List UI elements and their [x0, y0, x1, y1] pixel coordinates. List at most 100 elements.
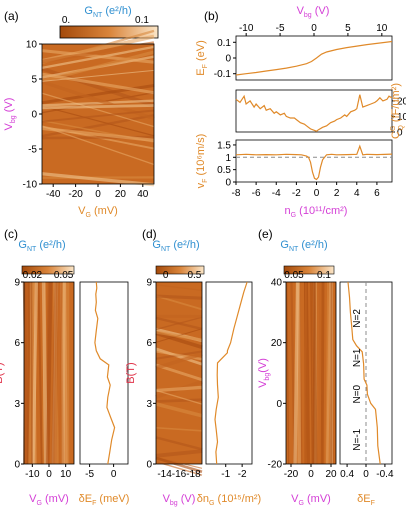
- panel-e: (e) GNT (e²/h) 0.05 0.1 -20 0 20 40 Vbg(V) -20 0 20…: [257, 227, 394, 507]
- subplot-frame-b0: [235, 35, 393, 81]
- y-tick-label-a: 10: [26, 40, 38, 51]
- colorbar-c: [21, 265, 75, 275]
- heatmap-c-stripe: [27, 281, 31, 465]
- y-tick-label-a: -5: [28, 145, 37, 156]
- heatmap-c-stripe: [31, 281, 39, 465]
- heatmap-d-stripe: [155, 385, 203, 393]
- y-tick-label-d: 9: [146, 278, 152, 289]
- heatmap-d-stripe: [155, 436, 203, 451]
- heatmap-c-stripe: [59, 281, 64, 465]
- y-label-b1: CGQ (fF/um²): [390, 83, 405, 139]
- heatmap-d-stripe: [155, 456, 203, 474]
- y-tick-label-c: 0: [14, 460, 20, 471]
- colorbar-a-label: GNT (e²/h): [84, 5, 131, 19]
- heatmap-d-stripe: [155, 398, 203, 403]
- colorbar-tick-e: 0.1: [317, 270, 331, 281]
- y-tick-label-b: 0: [225, 178, 231, 189]
- heatmap-c-stripe: [51, 281, 58, 465]
- side-x-label-e: δEF: [357, 493, 375, 507]
- side-tick-label-c: -5: [85, 469, 94, 480]
- heatmap-d-stripe: [155, 402, 203, 418]
- heatmap-e-stripe: [310, 281, 314, 465]
- side-tick-label-e: 0.4: [340, 469, 354, 480]
- y-tick-label-d: 3: [146, 399, 152, 410]
- y-tick-label-b: 0: [397, 128, 403, 139]
- panel-d: (d)GNT (e²/h) 0 0.5 0 3 6 9 B(T) -14-16-18 Vbg (V…: [125, 227, 261, 507]
- annotation-e: N=0: [352, 384, 363, 403]
- y-tick-label-a: 5: [31, 75, 37, 86]
- colorbar-label-c: GNT (e²/h): [18, 239, 65, 253]
- panel-label-c: (c): [4, 227, 18, 241]
- x-tick-label-b: -8: [232, 188, 241, 199]
- colorbar-label-e: GNT (e²/h): [280, 239, 327, 253]
- x-tick-label-a: -40: [46, 189, 61, 200]
- annotation-e: N=1: [352, 348, 363, 367]
- heatmap-e-stripe: [325, 281, 329, 465]
- y-tick-label-b: 1.5: [217, 140, 231, 151]
- y-label-b2: vF (10⁶m/s): [195, 134, 209, 189]
- panel-a: (a) GNT (e²/h) 0. 0.1 -40 -20 0 20 40 -10 -5 0 5 10 VG…: [3, 5, 159, 219]
- side-tick-label-d: -1: [221, 469, 230, 480]
- y-label-b0: EF (eV): [195, 40, 209, 75]
- y-tick-label-a: -10: [23, 180, 38, 191]
- y-tick-label-b: 1: [225, 153, 231, 164]
- panel-label-d: (d): [142, 227, 157, 241]
- heatmap-d-stripe: [155, 295, 203, 311]
- y-tick-label-c: 6: [14, 338, 20, 349]
- side-tick-label-c: 0: [111, 469, 117, 480]
- panel-b: (b) Vbg (V)-10 -5 0 5 10-0.100.1EF (eV)01020C…: [195, 5, 406, 219]
- annotation-e: N=-1: [352, 428, 363, 450]
- heatmap-d-stripe: [155, 294, 203, 300]
- heatmap-a-stripe: [41, 92, 155, 128]
- y-tick-label-a: 0: [31, 110, 37, 121]
- x-tick-label-b: -2: [292, 188, 301, 199]
- x-tick-label-d: -14-16-18: [157, 469, 201, 480]
- series-line-b2: [235, 144, 393, 181]
- heatmap-e-stripe: [326, 281, 332, 465]
- x-label-d: Vbg (V): [163, 493, 196, 507]
- annotation-e: N=2: [352, 309, 363, 328]
- x-label-e: VG (mV): [291, 493, 331, 507]
- x-tick-label-b: 2: [334, 188, 340, 199]
- x-tick-label-b: -6: [252, 188, 261, 199]
- heatmap-d-stripe: [155, 283, 203, 292]
- heatmap-c-stripe: [45, 281, 53, 465]
- heatmap-e-stripe: [303, 281, 308, 465]
- heatmap-d-stripe: [155, 330, 203, 342]
- heatmap-a-stripe: [41, 72, 155, 95]
- heatmap-a-stripe: [41, 125, 155, 166]
- colorbar-tick-c: 0.02: [23, 270, 43, 281]
- top-tick-label-b: 5: [345, 23, 351, 34]
- y-tick-label-b: 0.1: [217, 38, 231, 49]
- y-tick-label-d: 0: [146, 460, 152, 471]
- side-frame-c: [79, 281, 129, 465]
- subplot-frame-b1: [235, 89, 393, 133]
- x-tick-label-c: 0: [46, 469, 52, 480]
- side-tick-label-e: 0: [363, 469, 369, 480]
- heatmap-a-stripe: [41, 69, 155, 82]
- heatmap-c-stripe: [53, 281, 60, 465]
- heatmap-d-stripe: [155, 427, 203, 432]
- y-tick-label-b: 0: [225, 54, 231, 65]
- y-tick-label-b: 20: [397, 96, 406, 107]
- x-tick-label-c: 10: [60, 469, 72, 480]
- heatmap-a-stripe: [41, 126, 155, 143]
- colorbar-e: [283, 265, 335, 275]
- heatmap-a-stripe: [41, 41, 155, 64]
- x-tick-label-c: -10: [25, 469, 40, 480]
- side-x-label-d: δnG (10¹⁵/m²): [197, 493, 261, 507]
- heatmap-d-stripe: [155, 449, 203, 458]
- colorbar-a-min: 0.: [62, 15, 70, 26]
- x-label-a: VG (mV): [78, 205, 118, 219]
- heatmap-c-stripe: [37, 281, 43, 465]
- y-tick-label-e: 0: [276, 399, 282, 410]
- top-tick-label-b: 0: [311, 23, 317, 34]
- x-tick-label-b: 4: [354, 188, 360, 199]
- top-tick-label-b: 10: [376, 23, 388, 34]
- colorbar-a-max: 0.1: [135, 15, 149, 26]
- y-tick-label-b: 10: [397, 112, 406, 123]
- colorbar-tick-e: 0.05: [284, 270, 304, 281]
- side-frame-d: [205, 281, 253, 465]
- y-tick-label-b: 0.5: [217, 165, 231, 176]
- x-label-b: nG (10¹¹/cm²): [285, 205, 348, 219]
